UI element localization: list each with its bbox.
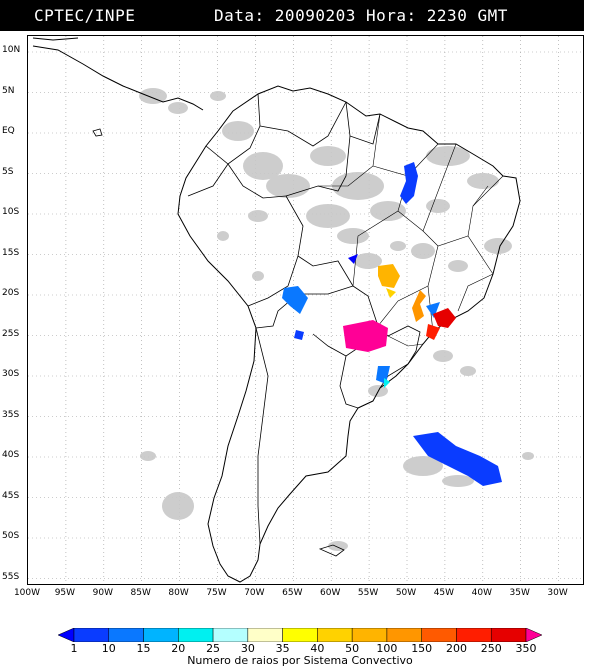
map-svg [28,36,583,584]
lon-label: 75W [206,588,227,598]
map-panel[interactable] [27,35,584,585]
legend-swatch [58,628,75,642]
legend-swatch [317,628,353,642]
legend-tick-label: 250 [480,642,502,655]
legend-tick-label: 40 [310,642,325,655]
legend-swatch [386,628,422,642]
source-label: CPTEC/INPE [34,6,136,25]
legend-swatch [212,628,249,642]
legend-tick-label: 35 [275,642,290,655]
lon-label: 50W [395,588,417,598]
legend-tick-label: 15 [136,642,151,655]
title-bar: CPTEC/INPE Data: 20090203 Hora: 2230 GMT [0,0,584,31]
lat-label: EQ [2,126,15,136]
datetime-label: Data: 20090203 Hora: 2230 GMT [214,6,508,25]
legend-swatch [247,628,283,642]
lon-label: 60W [320,588,341,598]
islands [92,128,345,557]
legend-swatch [421,628,457,642]
country-borders [187,93,421,545]
legend-tick-label: 30 [240,642,255,655]
legend-swatch [282,628,318,642]
lon-label: 65W [282,588,303,598]
south-america-coastline [177,85,521,583]
legend-tick-label: 50 [345,642,360,655]
central-america-coastline [32,37,204,111]
legend-tick-label: 350 [515,642,537,655]
lon-label: 40W [471,588,492,598]
legend-swatch [178,628,214,642]
legend-tick-label: 20 [171,642,186,655]
lat-label: 10S [2,207,20,217]
lon-label: 45W [433,588,455,598]
lat-label: 35S [2,409,20,420]
legend-caption: Numero de raios por Sistema Convectivo [187,654,413,667]
lat-label: 15S [2,247,20,258]
legend-tick-labels: 1 10 15 20 25 30 35 40 50 100 150 200 250 350 [0,642,600,656]
lat-label: 40S [2,450,20,460]
lon-label: 100W [13,588,41,598]
lat-label: 25S [2,328,20,339]
legend-tick-label: 1 [70,642,78,655]
lat-label: 30S [2,369,20,379]
lat-label: 20S [2,288,20,298]
lon-label: 30W [547,588,568,598]
lon-label: 35W [509,588,530,598]
legend-swatch [73,628,110,642]
legend-swatch [108,628,144,642]
convective-systems [282,162,502,486]
legend-tick-label: 25 [206,642,221,655]
legend-swatch [525,628,542,642]
lat-label: 5N [2,85,15,96]
lat-label: 45S [2,490,20,501]
legend-tick-label: 10 [101,642,116,655]
lon-label: 55W [357,588,379,598]
cloud-cover [139,88,534,551]
graticule [28,36,583,584]
lon-label: 70W [244,588,265,598]
legend-tick-label: 200 [445,642,467,655]
legend-tick-label: 150 [411,642,433,655]
lat-label: 55S [2,571,20,582]
legend-swatch [456,628,492,642]
lon-label: 90W [92,588,113,598]
lat-label: 5S [2,166,14,177]
legend-swatch [490,628,527,642]
legend-tick-label: 100 [376,642,398,655]
color-legend-bar [58,628,542,642]
legend-swatch [351,628,388,642]
lat-label: 10N [2,45,21,55]
lon-label: 80W [168,588,189,598]
state-borders [318,113,504,347]
lon-label: 95W [54,588,76,598]
lat-label: 50S [2,531,20,541]
legend-swatch [143,628,179,642]
lon-label: 85W [130,588,151,598]
